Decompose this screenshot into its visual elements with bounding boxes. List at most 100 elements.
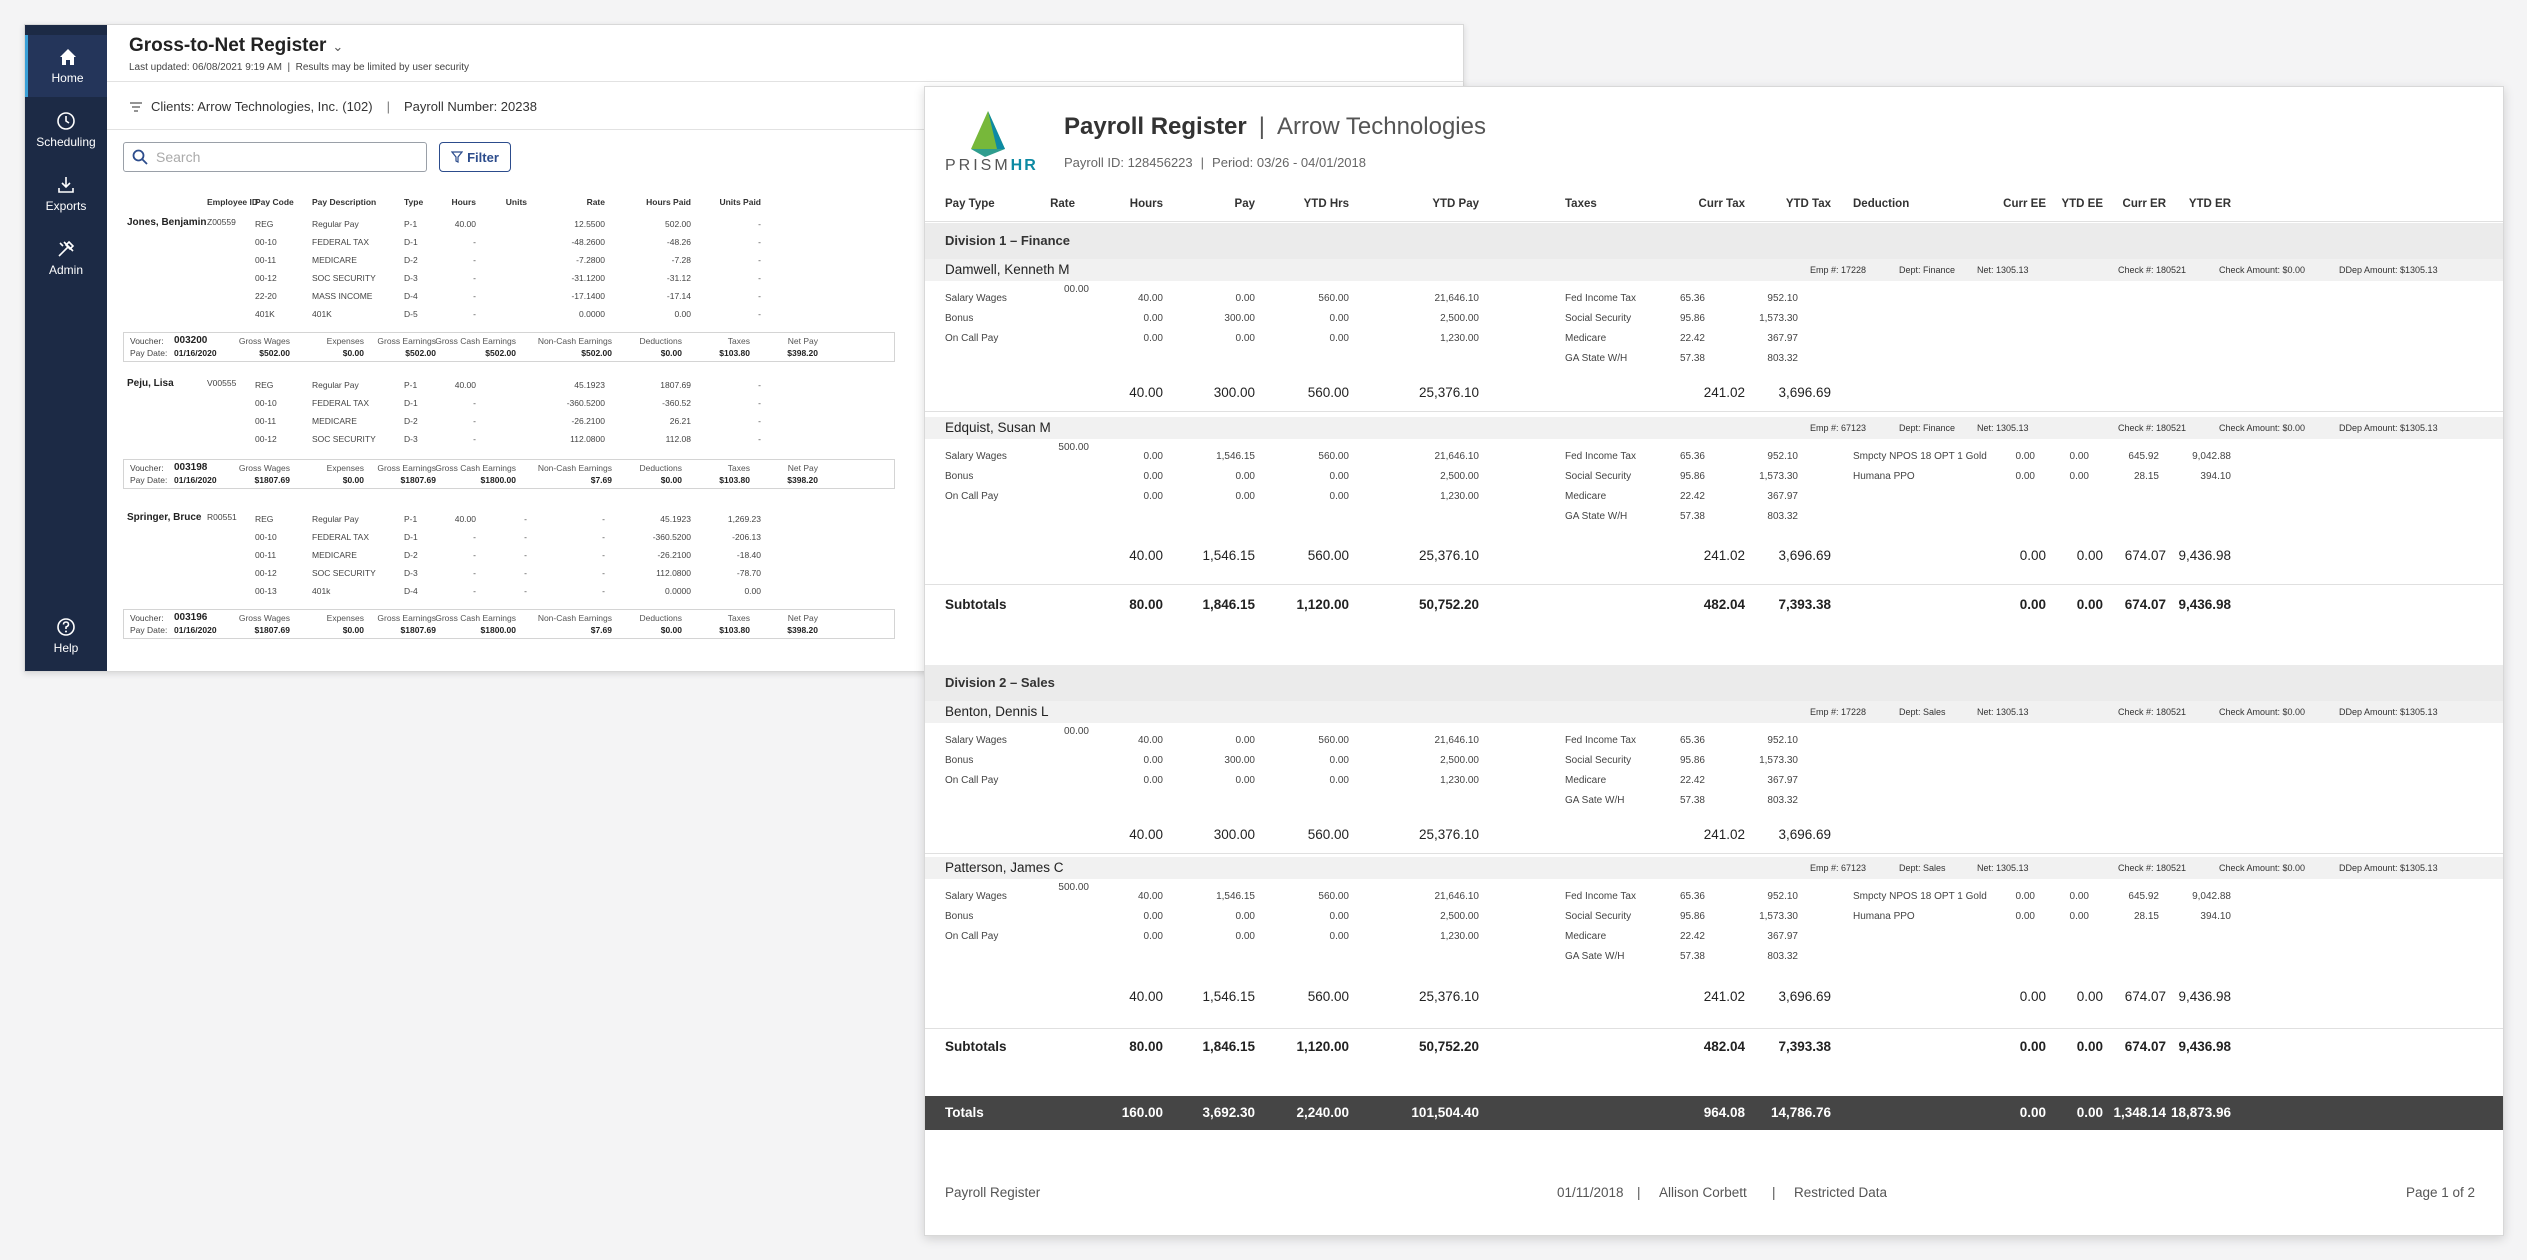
tax-ytd: 1,573.30 — [1759, 313, 1798, 324]
pay-value: 300.00 — [1224, 313, 1255, 324]
pay-value: 560.00 — [1318, 451, 1349, 462]
table-cell: - — [524, 568, 527, 578]
pay-type: Bonus — [945, 471, 974, 482]
home-icon — [59, 49, 76, 65]
table-cell: - — [758, 237, 761, 247]
voucher-summary: Voucher: Pay Date: 003196 01/16/2020 Gross W… — [123, 609, 895, 639]
nav-home[interactable]: Home — [25, 35, 107, 97]
table-cell: REG — [255, 219, 274, 229]
voucher-field-label: Deductions — [639, 463, 682, 473]
table-cell: FEDERAL TAX — [312, 532, 369, 542]
table-cell: -48.26 — [666, 237, 691, 247]
total-value: 101,504.40 — [1411, 1105, 1479, 1120]
table-cell: - — [473, 273, 476, 283]
table-cell: - — [602, 586, 605, 596]
footer-restricted: Restricted Data — [1794, 1185, 1888, 1200]
voucher-field-label: Gross Wages — [238, 463, 290, 473]
subtotal-value: 80.00 — [1129, 597, 1163, 612]
subtotal-value: 1,846.15 — [1202, 1039, 1255, 1054]
total-value: 3,692.30 — [1202, 1105, 1255, 1120]
table-cell: 26.21 — [669, 416, 691, 426]
table-cell: - — [524, 532, 527, 542]
table-cell: D-1 — [404, 237, 418, 247]
table-cell: 0.00 — [674, 309, 691, 319]
deduction-value: 0.00 — [2069, 471, 2089, 482]
table-cell: 00-10 — [255, 237, 277, 247]
column-header: Rate — [1050, 198, 1075, 210]
table-cell: 22-20 — [255, 291, 277, 301]
nav-help[interactable]: Help — [25, 609, 107, 665]
tax-name: GA State W/H — [1565, 511, 1628, 522]
voucher-field-label: Gross Cash Earnings — [435, 463, 516, 473]
voucher-field-value: $398.20 — [787, 475, 818, 485]
company-name: Arrow Technologies — [1276, 113, 1486, 140]
nav-scheduling[interactable]: Scheduling — [25, 103, 107, 159]
employee-total: 3,696.69 — [1778, 548, 1831, 563]
table-cell: P-1 — [404, 514, 418, 524]
voucher-field: Expenses $0.00 — [264, 613, 364, 635]
total-value: 18,873.96 — [2170, 1105, 2231, 1120]
filter-button[interactable]: Filter — [439, 142, 511, 172]
voucher-field-label: Net Pay — [787, 336, 818, 346]
table-cell: - — [473, 586, 476, 596]
total-value: 14,786.76 — [1770, 1105, 1831, 1120]
nav-exports-label: Exports — [45, 199, 87, 213]
table-cell: -7.2800 — [576, 255, 605, 265]
employee-total: 674.07 — [2124, 989, 2166, 1004]
nav-exports[interactable]: Exports — [25, 167, 107, 223]
pay-value: 0.00 — [1143, 313, 1163, 324]
voucher-field-value: $1807.69 — [400, 475, 436, 485]
table-cell: 00-10 — [255, 398, 277, 408]
pay-date-label: Pay Date: — [130, 625, 168, 635]
pay-type: On Call Pay — [945, 931, 999, 942]
pay-value: 0.00 — [1143, 755, 1163, 766]
tax-ytd: 803.32 — [1767, 353, 1798, 364]
table-cell: - — [602, 514, 605, 524]
deduction-value: 28.15 — [2133, 471, 2159, 482]
tax-ytd: 367.97 — [1767, 931, 1798, 942]
voucher-field-label: Gross Earnings — [377, 336, 436, 346]
nav-home-label: Home — [51, 71, 84, 85]
table-cell: -18.40 — [736, 550, 761, 560]
tax-name: Social Security — [1565, 755, 1632, 766]
pay-value: 2,500.00 — [1440, 755, 1479, 766]
search-input[interactable] — [156, 149, 406, 165]
subtotal-value: 1,120.00 — [1296, 1039, 1349, 1054]
pay-type: On Call Pay — [945, 491, 999, 502]
table-cell: - — [758, 291, 761, 301]
pay-value: 21,646.10 — [1434, 735, 1480, 746]
pay-value: 1,230.00 — [1440, 491, 1479, 502]
table-cell: REG — [255, 514, 274, 524]
table-cell: D-3 — [404, 273, 418, 283]
employee-meta: Net: 1305.13 — [1977, 707, 2029, 717]
employee-total: 40.00 — [1129, 548, 1163, 563]
table-cell: D-3 — [404, 568, 418, 578]
tax-name: Social Security — [1565, 471, 1632, 482]
pay-value: 40.00 — [1137, 735, 1163, 746]
total-value: 964.08 — [1703, 1105, 1745, 1120]
table-cell: - — [758, 398, 761, 408]
employee-meta: Check Amount: $0.00 — [2219, 707, 2306, 717]
table-cell: -360.52 — [662, 398, 691, 408]
subtotal-value: 482.04 — [1703, 597, 1745, 612]
tax-ytd: 803.32 — [1767, 795, 1798, 806]
filter-lines-icon[interactable] — [129, 101, 143, 113]
deduction-value: 394.10 — [2200, 911, 2231, 922]
table-cell: 112.0800 — [656, 568, 691, 578]
page-title[interactable]: Gross-to-Net Register ⌄ — [129, 35, 343, 57]
table-cell: 00-12 — [255, 434, 277, 444]
table-cell: - — [758, 309, 761, 319]
pay-type: Salary Wages — [945, 735, 1007, 746]
column-header: Units — [505, 197, 527, 207]
pay-value: 0.00 — [1143, 911, 1163, 922]
nav-admin[interactable]: Admin — [25, 231, 107, 287]
employee-meta: Emp #: 67123 — [1810, 423, 1867, 433]
table-cell: -360.5200 — [566, 398, 605, 408]
pay-type: Salary Wages — [945, 451, 1007, 462]
chevron-down-icon[interactable]: ⌄ — [332, 39, 344, 54]
footer-page: Page 1 of 2 — [2405, 1185, 2475, 1200]
footer-sep: | — [1637, 1185, 1641, 1200]
table-cell: - — [758, 219, 761, 229]
voucher-field: Deductions $0.00 — [582, 336, 682, 358]
pay-value: 1,546.15 — [1216, 451, 1255, 462]
